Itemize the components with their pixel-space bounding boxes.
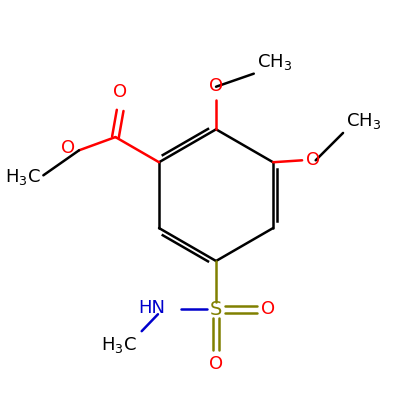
Text: HN: HN xyxy=(139,300,166,318)
Text: H$_3$C: H$_3$C xyxy=(101,335,137,355)
Text: O: O xyxy=(113,83,127,101)
Text: O: O xyxy=(209,78,223,96)
Text: CH$_3$: CH$_3$ xyxy=(346,111,381,131)
Text: CH$_3$: CH$_3$ xyxy=(257,52,292,72)
Text: S: S xyxy=(210,300,222,319)
Text: H$_3$C: H$_3$C xyxy=(5,167,40,187)
Text: O: O xyxy=(260,300,275,318)
Text: O: O xyxy=(306,151,320,169)
Text: O: O xyxy=(61,139,75,157)
Text: O: O xyxy=(209,355,223,373)
